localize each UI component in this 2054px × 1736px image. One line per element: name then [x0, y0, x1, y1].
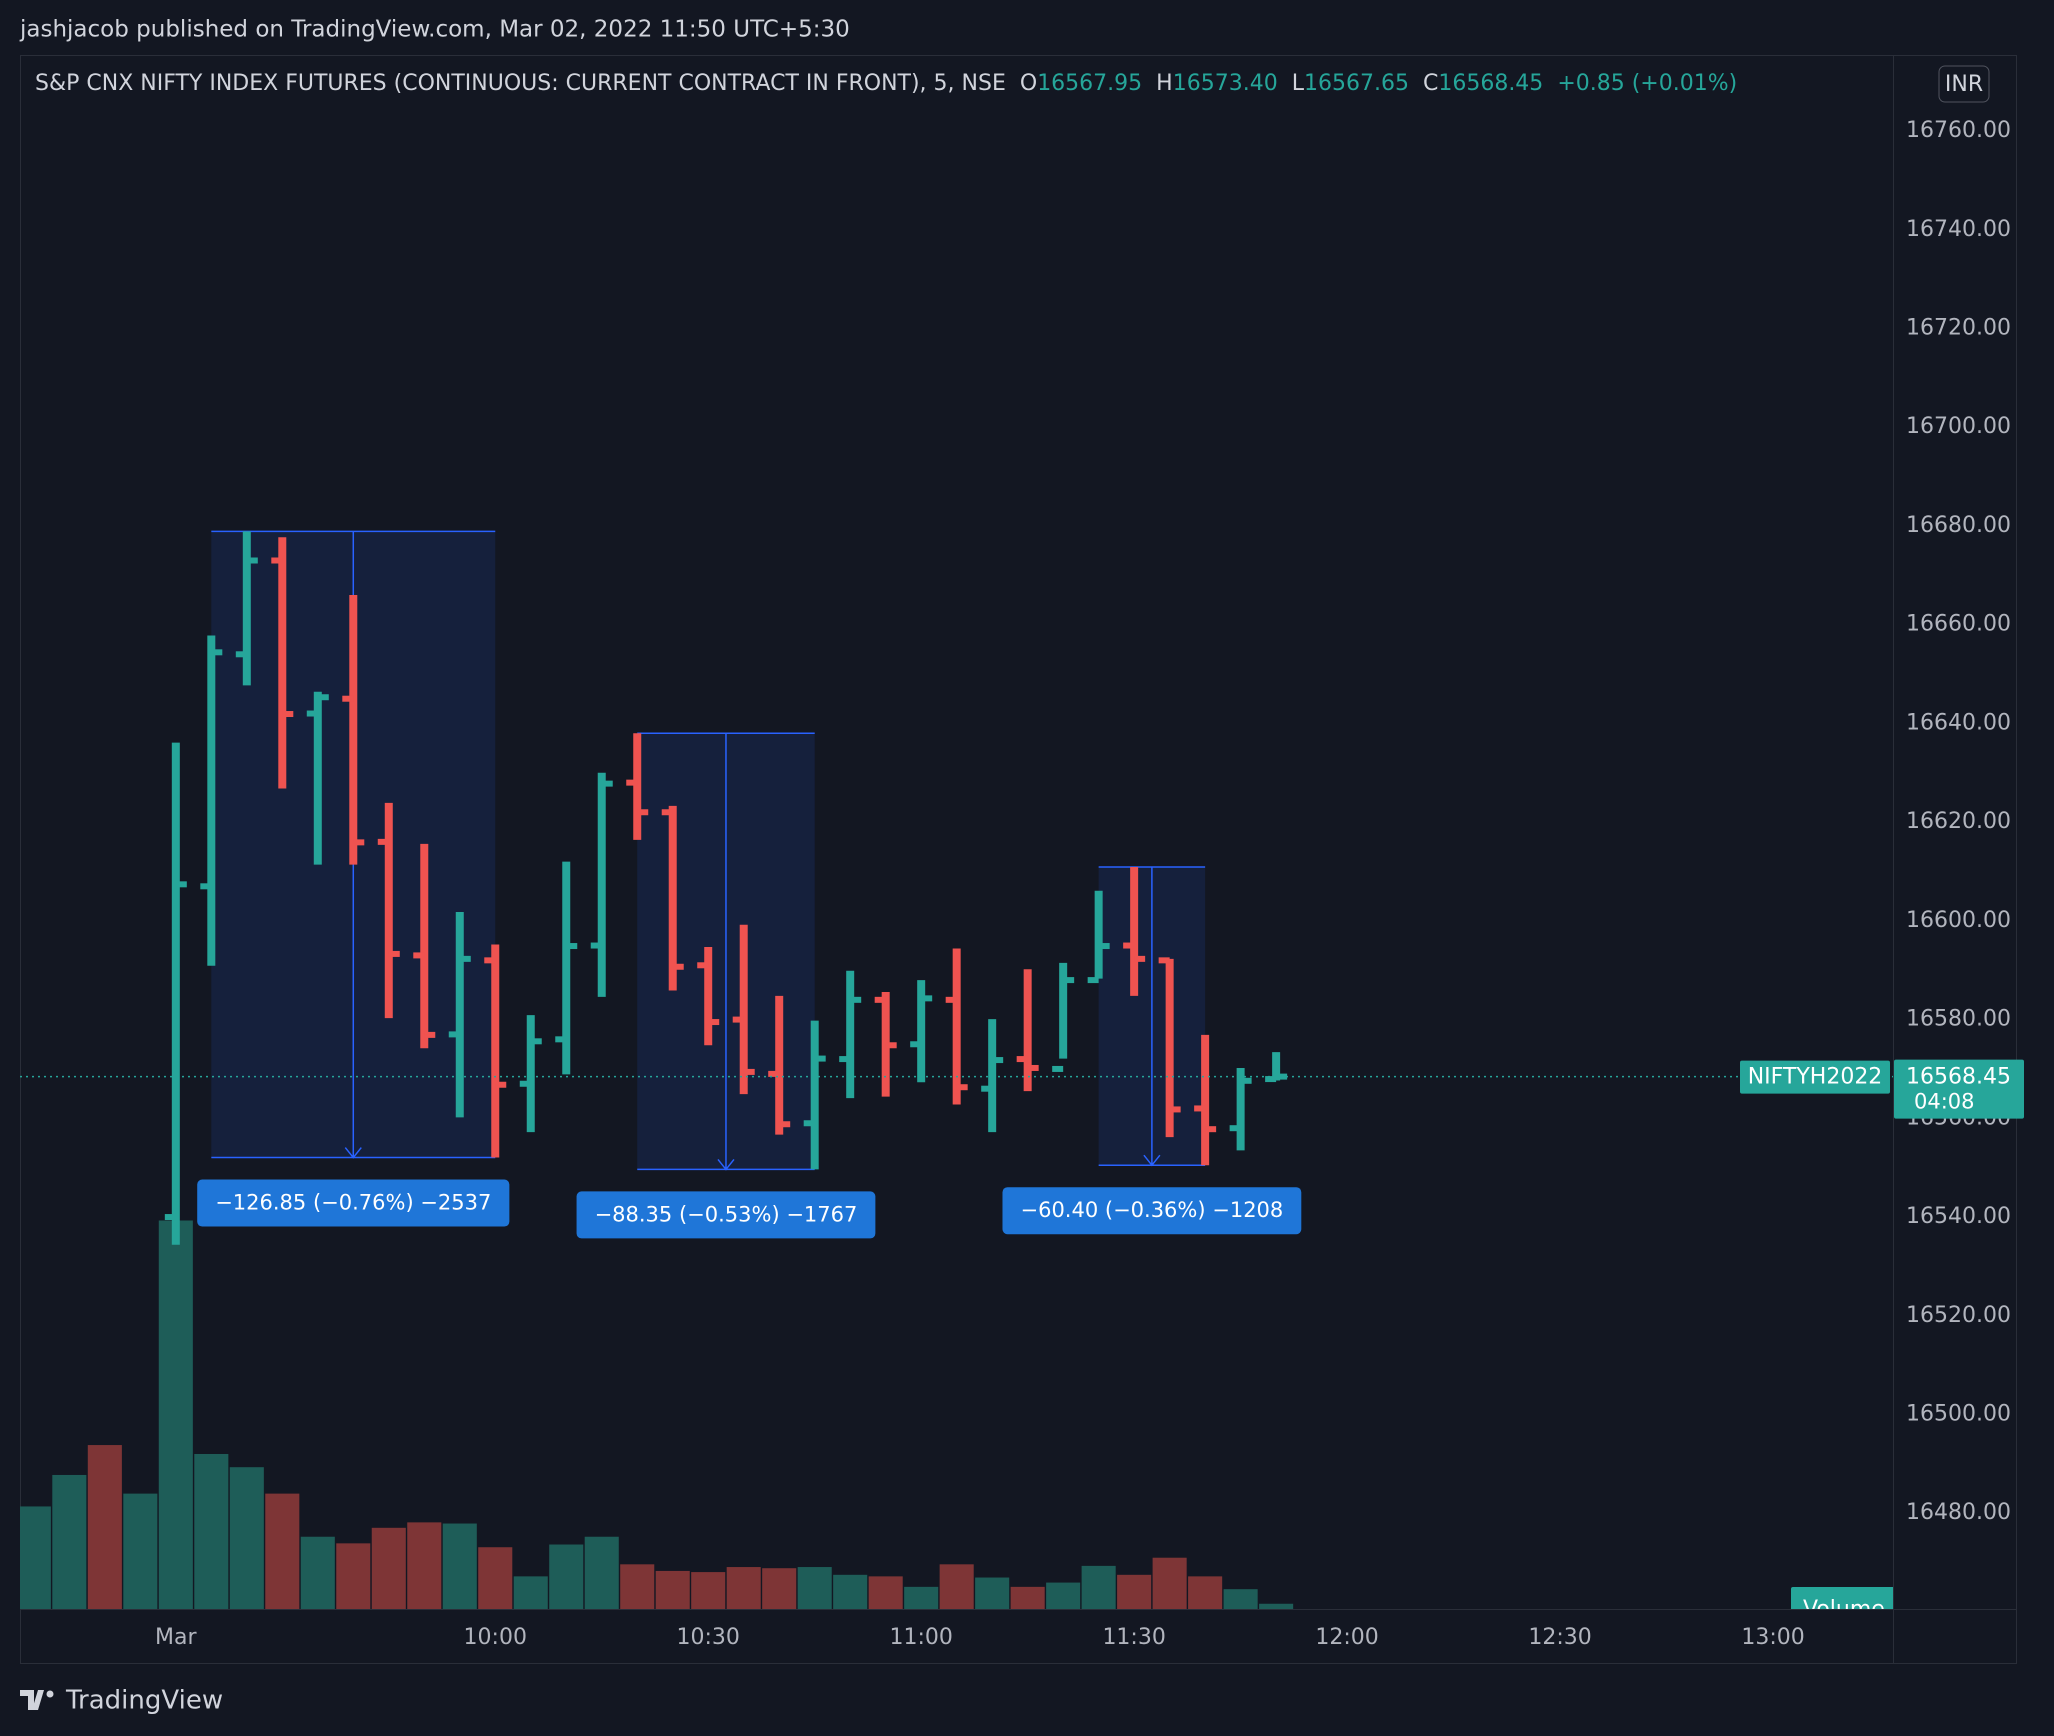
countdown: 04:08	[1914, 1090, 1975, 1114]
y-tick-label: 16740.00	[1906, 217, 2011, 242]
volume-bar	[691, 1572, 726, 1609]
ohlc-value: 16567.95	[1037, 71, 1142, 96]
measure-label: −126.85 (−0.76%) −2537	[215, 1191, 491, 1215]
x-tick-label: 11:30	[1102, 1625, 1165, 1650]
volume-bar	[655, 1570, 690, 1609]
volume-badge	[1791, 1587, 1893, 1609]
last-price: 16568.45	[1906, 1065, 2011, 1090]
volume-bar	[52, 1474, 87, 1609]
ohlc-value: 16567.65	[1304, 71, 1409, 96]
symbol-label: NIFTYH2022	[1748, 1065, 1883, 1090]
volume-bar	[87, 1445, 122, 1609]
volume-bar	[1081, 1565, 1116, 1609]
volume-bar	[584, 1536, 619, 1609]
measure-label-box	[576, 1191, 876, 1239]
volume-bar	[1259, 1603, 1294, 1609]
volume-bar	[975, 1577, 1010, 1609]
ohlc-label: L	[1292, 71, 1305, 96]
y-tick-label: 16480.00	[1906, 1500, 2011, 1525]
x-tick-label: 12:00	[1315, 1625, 1378, 1650]
legend-row: S&P CNX NIFTY INDEX FUTURES (CONTINUOUS:…	[35, 71, 1737, 96]
y-tick-label: 16580.00	[1906, 1007, 2011, 1032]
volume-bar	[194, 1453, 229, 1609]
measure-label-box	[1002, 1187, 1302, 1235]
volume-bar	[1010, 1586, 1045, 1609]
chart-frame	[20, 55, 2017, 1664]
y-tick-label: 16680.00	[1906, 513, 2011, 538]
measure-label: −88.35 (−0.53%) −1767	[595, 1202, 858, 1226]
y-tick-label: 16520.00	[1906, 1303, 2011, 1328]
volume-bar	[478, 1547, 513, 1609]
x-tick-label: Mar	[155, 1625, 197, 1650]
measure-arrow	[1143, 867, 1161, 1167]
volume-bar	[1046, 1582, 1081, 1609]
ohlc-value: 16573.40	[1173, 71, 1278, 96]
y-tick-label: 16500.00	[1906, 1402, 2011, 1427]
volume-bar	[407, 1522, 442, 1609]
volume-bar	[797, 1567, 832, 1609]
y-tick-label: 16660.00	[1906, 612, 2011, 637]
y-tick-label: 16720.00	[1906, 315, 2011, 340]
x-tick-label: 12:30	[1528, 1625, 1591, 1650]
volume-name: Volume	[1803, 1597, 1885, 1622]
currency-badge	[1938, 65, 1990, 103]
x-tick-label: 13:00	[1741, 1625, 1804, 1650]
volume-bar	[300, 1536, 335, 1609]
x-tick-label: 10:30	[677, 1625, 740, 1650]
ohlc-label: H	[1156, 71, 1173, 96]
volume-bar	[833, 1574, 868, 1609]
publisher-note: jashjacob published on TradingView.com, …	[19, 17, 850, 43]
y-tick-label: 16700.00	[1906, 414, 2011, 439]
ohlc-value: 16568.45	[1438, 71, 1543, 96]
volume-bar	[904, 1586, 939, 1609]
measure-arrow	[717, 733, 735, 1171]
ohlc-label: C	[1423, 71, 1438, 96]
volume-bar	[549, 1544, 584, 1609]
symbol-badge	[1740, 1060, 1890, 1094]
volume-bar	[265, 1493, 300, 1609]
volume-bar	[442, 1523, 477, 1609]
measure-label: −60.40 (−0.36%) −1208	[1020, 1198, 1283, 1222]
y-tick-label: 16640.00	[1906, 710, 2011, 735]
y-tick-label: 16760.00	[1906, 118, 2011, 143]
plot-area: Volume13.5K	[20, 530, 1893, 1622]
volume-bar	[1152, 1557, 1187, 1609]
ohlc-label: O	[1020, 71, 1037, 96]
logo-dot	[46, 1690, 54, 1698]
y-tick-label: 16620.00	[1906, 809, 2011, 834]
volume-bar	[1223, 1589, 1258, 1609]
chart-title: S&P CNX NIFTY INDEX FUTURES (CONTINUOUS:…	[35, 71, 1006, 96]
y-tick-label: 16600.00	[1906, 908, 2011, 933]
volume-bar	[123, 1493, 158, 1609]
x-tick-label: 10:00	[464, 1625, 527, 1650]
volume-bar	[158, 1220, 193, 1609]
logo-mark	[20, 1690, 44, 1710]
brand: TradingView	[65, 1686, 223, 1716]
brand-logo	[20, 1690, 54, 1710]
volume-bar	[868, 1576, 903, 1609]
y-tick-label: 16540.00	[1906, 1204, 2011, 1229]
volume-bar	[939, 1564, 974, 1609]
volume-bar	[513, 1576, 548, 1609]
measure-label-box	[197, 1179, 510, 1227]
volume-bar	[20, 1506, 51, 1609]
volume-bar	[336, 1543, 371, 1609]
volume-bar	[1117, 1574, 1152, 1609]
x-tick-label: 11:00	[889, 1625, 952, 1650]
currency: INR	[1945, 72, 1983, 97]
change: +0.85 (+0.01%)	[1557, 71, 1737, 96]
volume-bar	[726, 1567, 761, 1609]
volume-bar	[1188, 1576, 1223, 1609]
volume-bar	[762, 1568, 797, 1609]
volume-bar	[620, 1564, 655, 1609]
volume-bar	[229, 1467, 264, 1609]
price-badge	[1894, 1059, 2024, 1119]
volume-bar	[371, 1527, 406, 1609]
